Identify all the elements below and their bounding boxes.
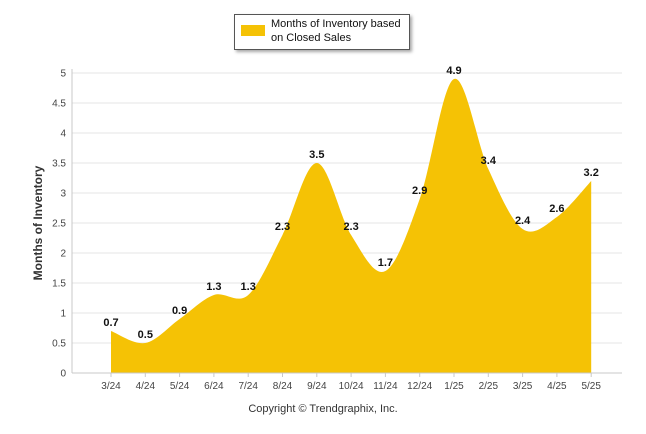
y-tick-label: 2	[60, 249, 66, 260]
legend-series-name: Months of Inventory based on Closed Sale…	[271, 18, 401, 44]
y-tick-label: 3.5	[52, 159, 66, 170]
y-tick-label: 0	[60, 369, 66, 380]
y-tick-label: 4.5	[52, 99, 66, 110]
legend-swatch	[241, 25, 265, 36]
area-fill	[111, 78, 592, 374]
data-label: 3.4	[481, 155, 497, 167]
data-label: 1.3	[241, 281, 256, 293]
data-label: 3.2	[584, 167, 599, 179]
data-label: 4.9	[446, 65, 461, 77]
x-tick-label: 3/25	[513, 381, 533, 392]
x-tick-label: 3/24	[101, 381, 121, 392]
data-label: 1.7	[378, 257, 393, 269]
data-label: 2.3	[343, 221, 358, 233]
axes: 0 0.5 1 1.5 2 2.5 3 3.5 4 4.5 5 3/24 4/24 5/24 6/24 7/2…	[52, 69, 622, 392]
data-labels: 0.7 0.5 0.9 1.3 1.3 2.3 3.5 2.3 1.7 2.9 4.9 3.4 2.4 2…	[103, 65, 598, 341]
x-tick-label: 10/24	[339, 381, 364, 392]
x-tick-label: 4/24	[136, 381, 156, 392]
data-label: 0.7	[103, 317, 118, 329]
x-tick-label: 5/25	[581, 381, 601, 392]
grid-lines	[72, 72, 622, 344]
x-tick-label: 12/24	[407, 381, 432, 392]
y-tick-label: 1.5	[52, 279, 66, 290]
x-tick-label: 8/24	[273, 381, 293, 392]
data-label: 2.4	[515, 215, 531, 227]
y-axis-title: Months of Inventory	[31, 165, 45, 281]
y-tick-label: 5	[60, 69, 66, 80]
x-tick-label: 9/24	[307, 381, 327, 392]
y-tick-label: 2.5	[52, 219, 66, 230]
data-label: 0.9	[172, 305, 187, 317]
y-tick-label: 1	[60, 309, 66, 320]
x-tick-label: 4/25	[547, 381, 567, 392]
data-label: 2.3	[275, 221, 290, 233]
x-tick-label: 1/25	[444, 381, 464, 392]
data-label: 1.3	[206, 281, 221, 293]
x-tick-label: 5/24	[170, 381, 190, 392]
y-tick-label: 3	[60, 189, 66, 200]
x-tick-label: 2/25	[479, 381, 499, 392]
data-label: 2.9	[412, 185, 427, 197]
y-tick-label: 0.5	[52, 339, 66, 350]
x-tick-label: 6/24	[204, 381, 224, 392]
x-tick-label: 11/24	[373, 381, 398, 392]
copyright-footer: Copyright © Trendgraphix, Inc.	[248, 403, 398, 415]
data-label: 0.5	[138, 329, 153, 341]
y-tick-label: 4	[60, 129, 66, 140]
x-tick-label: 7/24	[238, 381, 258, 392]
legend: Months of Inventory based on Closed Sale…	[234, 14, 410, 50]
data-label: 2.6	[549, 203, 564, 215]
data-label: 3.5	[309, 149, 324, 161]
area-series	[111, 78, 592, 374]
